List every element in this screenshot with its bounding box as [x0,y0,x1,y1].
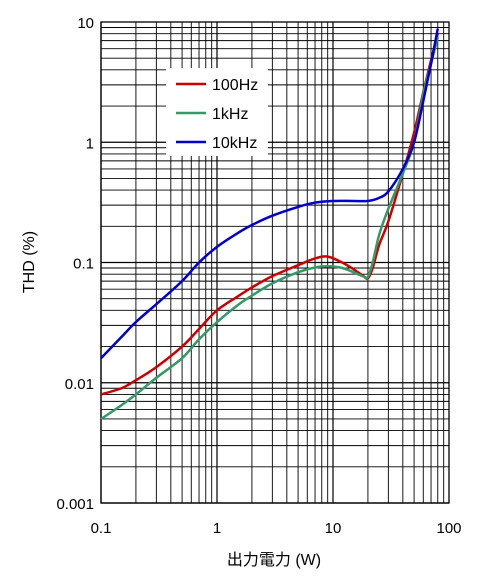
legend-label-1khz: 1kHz [212,106,248,123]
y-tick-label: 0.01 [65,376,94,393]
series-layer [100,28,439,420]
x-axis-title: 出力電力 (W) [227,551,321,569]
x-tick-label: 1 [213,520,221,537]
x-tick-label: 0.1 [91,520,112,537]
x-tick-label: 10 [325,520,342,537]
series-line-10khz [100,28,439,360]
chart-grid [100,21,450,504]
y-axis-title: THD (%) [21,231,38,293]
y-tick-label: 0.001 [56,496,94,513]
y-tick-label: 10 [77,15,94,32]
legend: 100Hz 1kHz 10kHz [166,68,268,156]
y-tick-label: 1 [86,135,94,152]
y-tick-label: 0.1 [73,256,94,273]
tick-labels: 0.1 1 10 100 10 1 0.1 0.01 0.001 [56,15,461,537]
plot-frame [100,21,450,504]
legend-label-10khz: 10kHz [212,135,257,152]
series-line-1khz [100,36,439,420]
x-tick-label: 100 [436,520,461,537]
legend-label-100hz: 100Hz [212,77,258,94]
